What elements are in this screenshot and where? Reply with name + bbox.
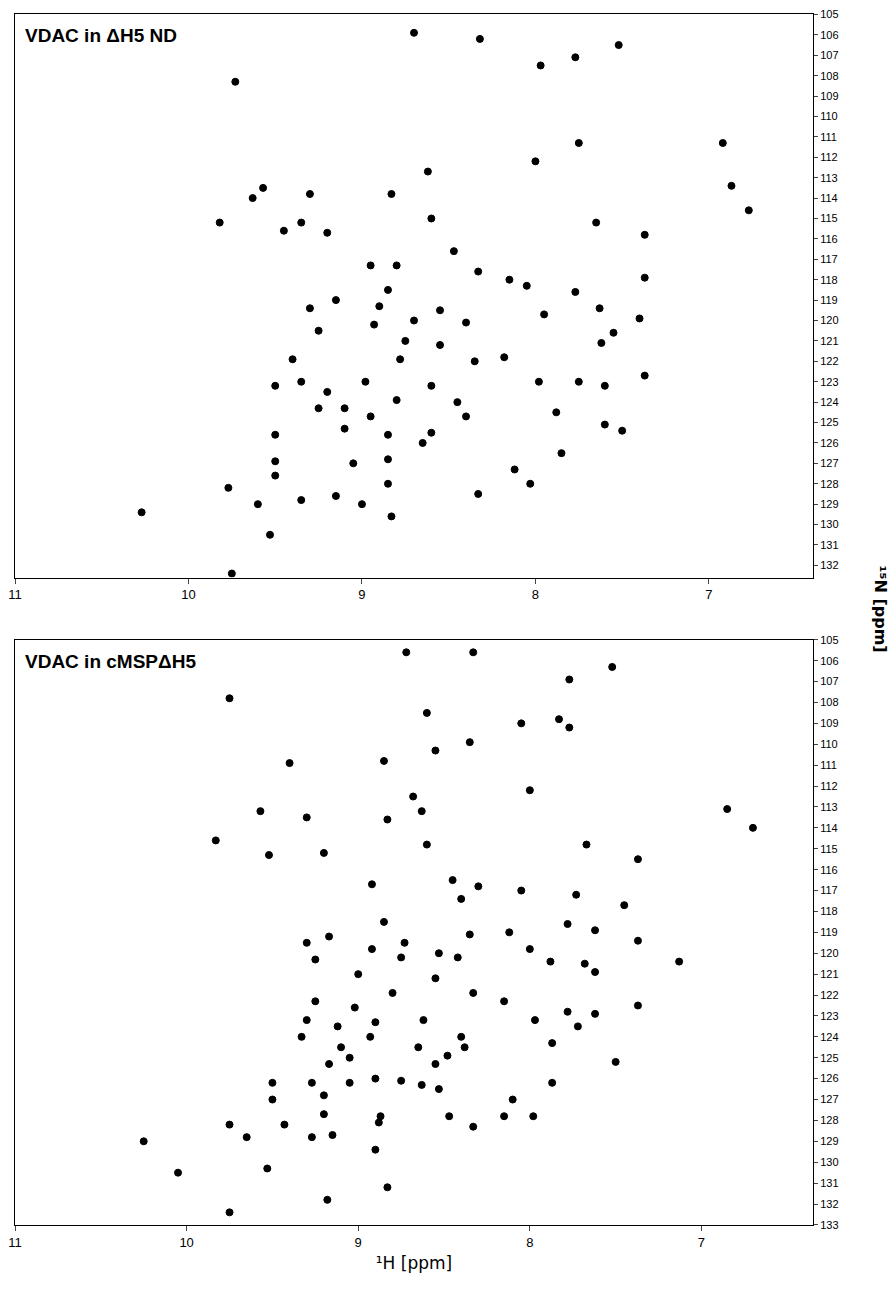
- svg-text:118: 118: [820, 274, 838, 286]
- svg-text:7: 7: [698, 1235, 705, 1250]
- svg-text:116: 116: [820, 233, 838, 245]
- svg-text:109: 109: [820, 717, 838, 729]
- svg-text:117: 117: [820, 884, 838, 896]
- svg-text:111: 111: [820, 131, 837, 143]
- svg-text:10: 10: [181, 587, 195, 602]
- svg-text:108: 108: [820, 696, 838, 708]
- svg-text:112: 112: [820, 151, 838, 163]
- svg-text:119: 119: [820, 926, 838, 938]
- svg-text:115: 115: [820, 212, 838, 224]
- svg-text:9: 9: [358, 587, 365, 602]
- svg-text:121: 121: [820, 335, 838, 347]
- svg-text:11: 11: [8, 587, 22, 602]
- svg-text:130: 130: [820, 518, 838, 530]
- svg-text:106: 106: [820, 29, 838, 41]
- svg-text:115: 115: [820, 843, 838, 855]
- svg-text:123: 123: [820, 1010, 838, 1022]
- svg-text:129: 129: [820, 498, 838, 510]
- svg-text:125: 125: [820, 1052, 838, 1064]
- svg-text:8: 8: [532, 587, 539, 602]
- svg-text:129: 129: [820, 1135, 838, 1147]
- svg-text:108: 108: [820, 70, 838, 82]
- svg-text:114: 114: [820, 192, 838, 204]
- svg-text:111: 111: [820, 759, 837, 771]
- svg-text:118: 118: [820, 905, 838, 917]
- svg-text:132: 132: [820, 1198, 838, 1210]
- svg-text:133: 133: [820, 1219, 838, 1231]
- svg-text:132: 132: [820, 559, 838, 571]
- svg-text:123: 123: [820, 376, 838, 388]
- svg-text:126: 126: [820, 437, 838, 449]
- svg-text:¹H [ppm]: ¹H [ppm]: [376, 1253, 452, 1273]
- svg-text:127: 127: [820, 1093, 838, 1105]
- svg-text:121: 121: [820, 968, 838, 980]
- svg-text:120: 120: [820, 947, 838, 959]
- svg-text:131: 131: [820, 539, 838, 551]
- svg-text:113: 113: [820, 801, 838, 813]
- svg-text:VDAC in ΔH5 ND: VDAC in ΔH5 ND: [25, 25, 177, 46]
- svg-text:128: 128: [820, 478, 838, 490]
- svg-text:109: 109: [820, 90, 838, 102]
- svg-text:126: 126: [820, 1072, 838, 1084]
- svg-text:112: 112: [820, 780, 838, 792]
- svg-text:11: 11: [8, 1235, 22, 1250]
- svg-text:VDAC in cMSPΔH5: VDAC in cMSPΔH5: [25, 651, 196, 672]
- svg-text:122: 122: [820, 355, 838, 367]
- svg-text:10: 10: [179, 1235, 193, 1250]
- svg-text:128: 128: [820, 1114, 838, 1126]
- svg-text:105: 105: [820, 8, 838, 20]
- svg-text:124: 124: [820, 396, 838, 408]
- svg-text:119: 119: [820, 294, 838, 306]
- svg-text:110: 110: [820, 110, 838, 122]
- svg-text:116: 116: [820, 864, 838, 876]
- svg-text:114: 114: [820, 822, 838, 834]
- svg-text:122: 122: [820, 989, 838, 1001]
- svg-text:124: 124: [820, 1031, 838, 1043]
- svg-text:¹⁵N [ppm]: ¹⁵N [ppm]: [871, 565, 890, 652]
- svg-text:107: 107: [820, 675, 838, 687]
- svg-text:117: 117: [820, 253, 838, 265]
- svg-text:110: 110: [820, 738, 838, 750]
- svg-text:8: 8: [526, 1235, 533, 1250]
- svg-text:131: 131: [820, 1177, 838, 1189]
- svg-text:113: 113: [820, 172, 838, 184]
- svg-text:125: 125: [820, 416, 838, 428]
- svg-text:7: 7: [705, 587, 712, 602]
- svg-text:107: 107: [820, 49, 838, 61]
- svg-text:127: 127: [820, 457, 838, 469]
- svg-text:105: 105: [820, 634, 838, 646]
- svg-text:106: 106: [820, 655, 838, 667]
- svg-text:130: 130: [820, 1156, 838, 1168]
- svg-text:120: 120: [820, 314, 838, 326]
- svg-text:9: 9: [355, 1235, 362, 1250]
